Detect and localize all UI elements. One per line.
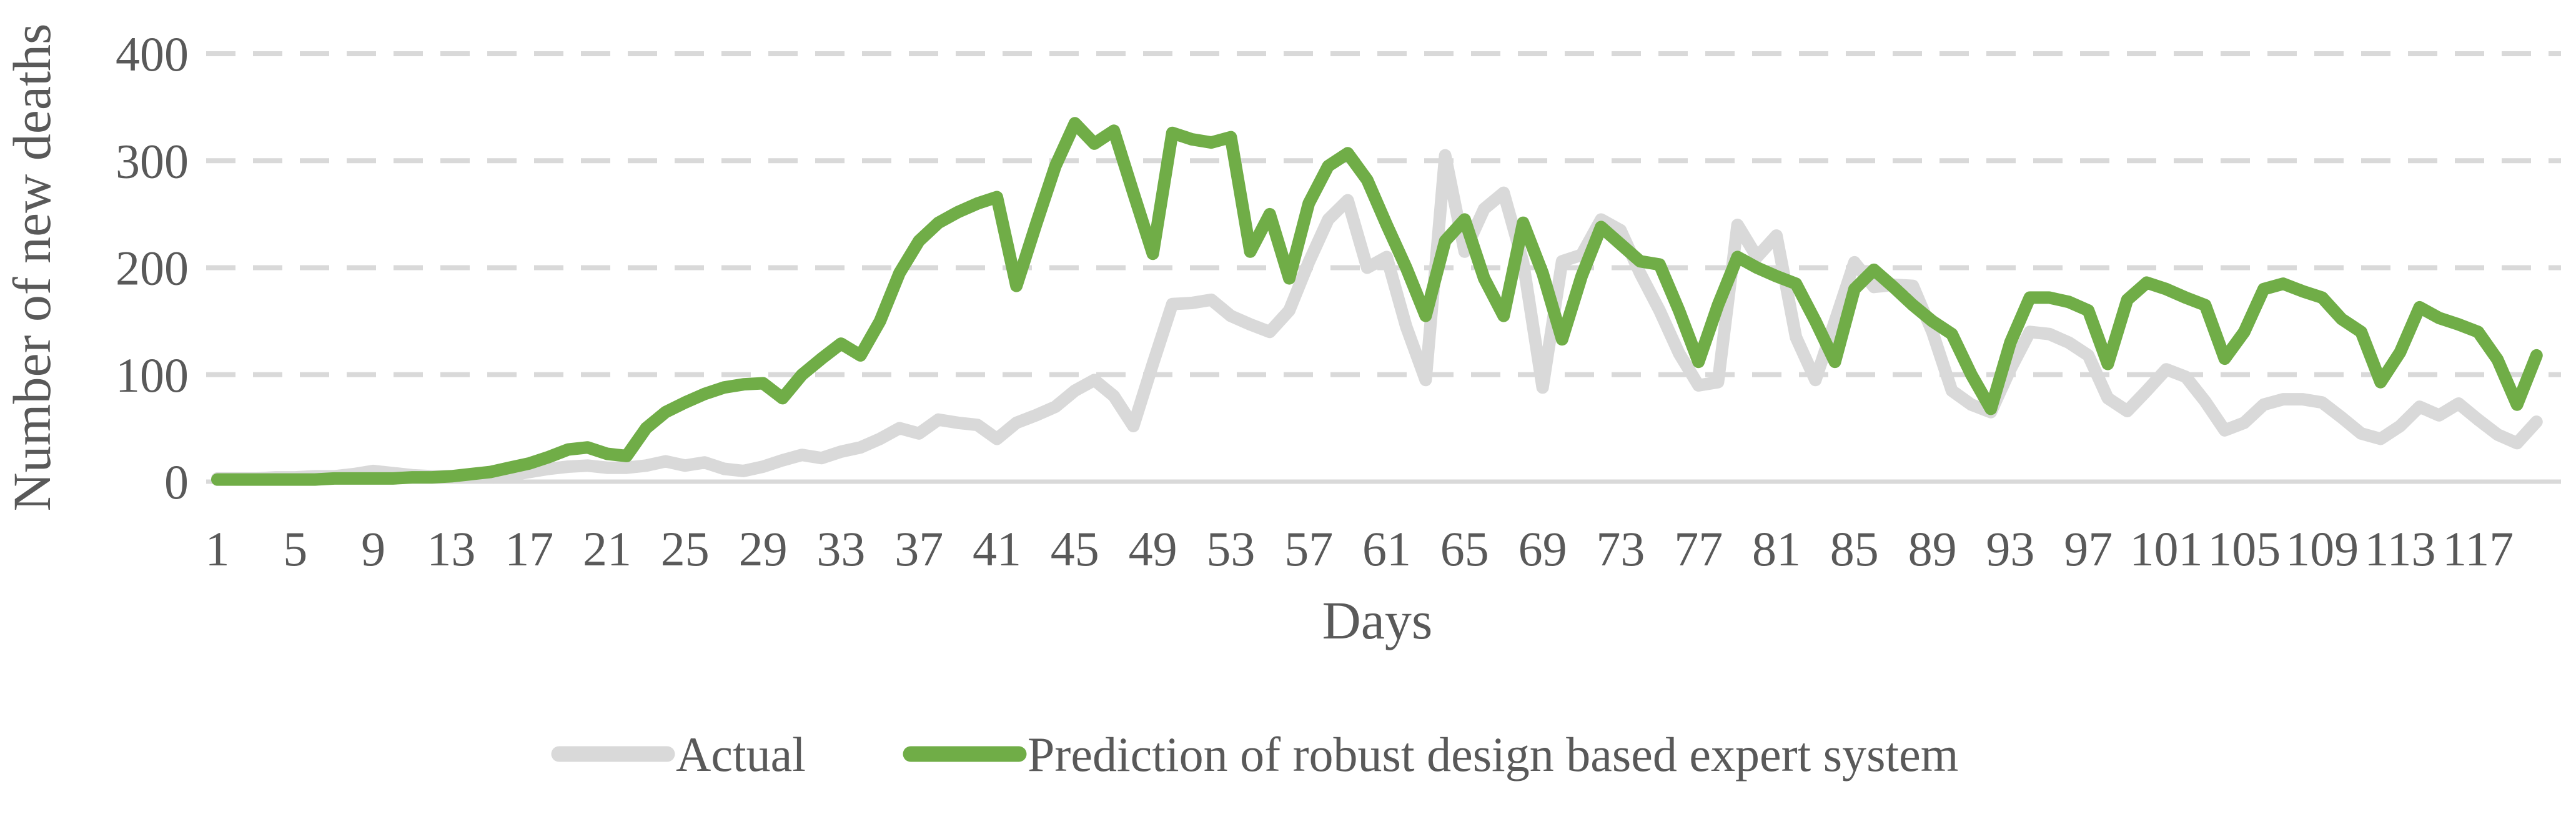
x-axis-tick-labels: 1 5 9 13 17 21 25 29 33 37 41 45 49 53 57 61 65 69 73 77 81 8… bbox=[206, 522, 2514, 576]
x-tick-label-25: 25 bbox=[661, 522, 710, 576]
x-tick-label-73: 73 bbox=[1596, 522, 1645, 576]
x-tick-label-93: 93 bbox=[1986, 522, 2034, 576]
legend: Actual Prediction of robust design based… bbox=[551, 727, 1958, 782]
y-axis-title: Number of new deaths bbox=[2, 24, 62, 512]
x-tick-label-101: 101 bbox=[2130, 522, 2203, 576]
x-tick-label-45: 45 bbox=[1051, 522, 1099, 576]
x-tick-label-109: 109 bbox=[2286, 522, 2359, 576]
x-tick-label-69: 69 bbox=[1518, 522, 1567, 576]
x-tick-label-9: 9 bbox=[361, 522, 385, 576]
x-tick-label-21: 21 bbox=[583, 522, 632, 576]
x-tick-label-33: 33 bbox=[816, 522, 865, 576]
x-tick-label-29: 29 bbox=[739, 522, 788, 576]
series-line-prediction bbox=[211, 117, 2543, 486]
y-tick-label-200: 200 bbox=[116, 241, 189, 295]
legend-label-prediction: Prediction of robust design based expert… bbox=[1028, 727, 1958, 782]
x-tick-label-81: 81 bbox=[1752, 522, 1801, 576]
x-axis-title: Days bbox=[1322, 590, 1433, 650]
y-axis-tick-labels: 0 100 200 300 400 bbox=[116, 27, 189, 509]
x-tick-label-13: 13 bbox=[427, 522, 475, 576]
x-tick-label-49: 49 bbox=[1129, 522, 1177, 576]
legend-label-actual: Actual bbox=[676, 727, 806, 782]
x-tick-label-53: 53 bbox=[1206, 522, 1255, 576]
x-tick-label-77: 77 bbox=[1674, 522, 1723, 576]
x-tick-label-117: 117 bbox=[2442, 522, 2514, 576]
x-tick-label-1: 1 bbox=[206, 522, 230, 576]
x-tick-label-57: 57 bbox=[1284, 522, 1333, 576]
x-tick-label-65: 65 bbox=[1440, 522, 1489, 576]
x-tick-label-17: 17 bbox=[505, 522, 553, 576]
y-tick-label-100: 100 bbox=[116, 348, 189, 402]
x-tick-label-41: 41 bbox=[973, 522, 1021, 576]
x-tick-label-85: 85 bbox=[1830, 522, 1879, 576]
series-line-actual bbox=[211, 149, 2543, 485]
x-tick-label-61: 61 bbox=[1362, 522, 1411, 576]
x-tick-label-97: 97 bbox=[2064, 522, 2113, 576]
x-tick-label-37: 37 bbox=[894, 522, 943, 576]
x-tick-label-105: 105 bbox=[2207, 522, 2281, 576]
series-lines bbox=[211, 117, 2543, 486]
y-tick-label-0: 0 bbox=[164, 455, 189, 509]
x-tick-label-5: 5 bbox=[283, 522, 307, 576]
y-tick-label-400: 400 bbox=[116, 27, 189, 81]
y-tick-label-300: 300 bbox=[116, 134, 189, 188]
x-tick-label-113: 113 bbox=[2364, 522, 2435, 576]
x-tick-label-89: 89 bbox=[1908, 522, 1957, 576]
